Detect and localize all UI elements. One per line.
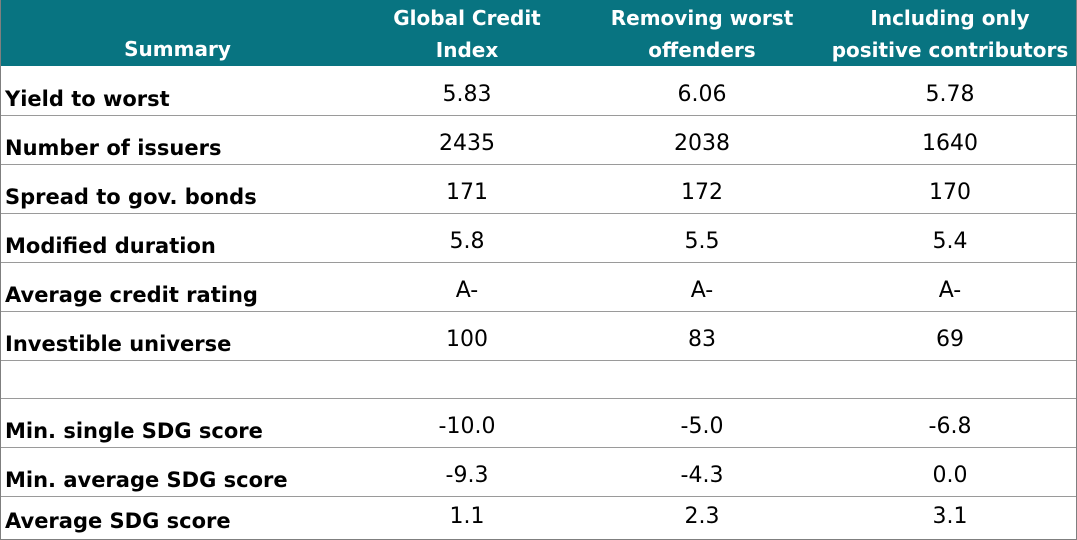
row-label: Average SDG score xyxy=(5,509,231,533)
cell-including-positive-contributors: -6.8 xyxy=(824,398,1076,448)
row-label: Yield to worst xyxy=(1,66,354,116)
row-label: Investible universe xyxy=(1,311,354,361)
blank-cell xyxy=(824,360,1076,399)
table-row: Investible universe 100 83 69 xyxy=(1,311,1076,361)
row-label: Average credit rating xyxy=(1,262,354,312)
row-label: Min. single SDG score xyxy=(1,398,354,448)
blank-cell xyxy=(580,360,824,399)
header-global-credit-index-line2: Index xyxy=(435,38,499,62)
cell-removing-worst-offenders: -5.0 xyxy=(580,398,824,448)
cell-removing-worst-offenders: A- xyxy=(580,262,824,312)
table-row: Number of issuers 2435 2038 1640 xyxy=(1,115,1076,165)
blank-cell xyxy=(354,360,580,399)
table-row: Average SDG score 1.1 2.3 3.1 xyxy=(1,496,1076,537)
header-removing-worst-offenders-line1: Removing worst xyxy=(610,6,794,30)
cell-global-credit-index: A- xyxy=(354,262,580,312)
cell-including-positive-contributors: 69 xyxy=(824,311,1076,361)
cell-global-credit-index: 5.83 xyxy=(354,66,580,116)
table-row: Min. average SDG score -9.3 -4.3 0.0 xyxy=(1,447,1076,497)
cell-global-credit-index: 100 xyxy=(354,311,580,361)
blank-cell xyxy=(1,360,354,399)
row-label: Number of issuers xyxy=(1,115,354,165)
cell-including-positive-contributors: 0.0 xyxy=(824,447,1076,497)
blank-separator-row xyxy=(1,360,1076,399)
cell-global-credit-index: 171 xyxy=(354,164,580,214)
header-including-positive-contributors-line1: Including only xyxy=(870,6,1030,30)
row-label: Modified duration xyxy=(1,213,354,263)
cell-including-positive-contributors: 170 xyxy=(824,164,1076,214)
table-header: Summary Global Credit Index Removing wor… xyxy=(1,0,1076,66)
table-row: Average credit rating A- A- A- xyxy=(1,262,1076,312)
row-label: Min. average SDG score xyxy=(1,447,354,497)
cell-removing-worst-offenders: 83 xyxy=(580,311,824,361)
cell-global-credit-index: 1.1 xyxy=(449,504,485,529)
table-row: Min. single SDG score -10.0 -5.0 -6.8 xyxy=(1,398,1076,448)
table-body: Yield to worst 5.83 6.06 5.78 Number of … xyxy=(1,66,1076,537)
cell-removing-worst-offenders: 172 xyxy=(580,164,824,214)
header-global-credit-index: Global Credit Index xyxy=(354,0,580,66)
cell-including-positive-contributors: A- xyxy=(824,262,1076,312)
cell-including-positive-contributors: 3.1 xyxy=(932,504,968,529)
table-row: Modified duration 5.8 5.5 5.4 xyxy=(1,213,1076,263)
header-global-credit-index-line1: Global Credit xyxy=(393,6,541,30)
cell-including-positive-contributors: 1640 xyxy=(824,115,1076,165)
cell-removing-worst-offenders: 6.06 xyxy=(580,66,824,116)
cell-removing-worst-offenders: -4.3 xyxy=(580,447,824,497)
cell-removing-worst-offenders: 2038 xyxy=(580,115,824,165)
cell-global-credit-index: 2435 xyxy=(354,115,580,165)
header-removing-worst-offenders: Removing worst offenders xyxy=(580,0,824,66)
cell-global-credit-index: -10.0 xyxy=(354,398,580,448)
cell-including-positive-contributors: 5.78 xyxy=(824,66,1076,116)
cell-removing-worst-offenders: 5.5 xyxy=(580,213,824,263)
header-including-positive-contributors: Including only positive contributors xyxy=(824,0,1076,66)
cell-including-positive-contributors: 5.4 xyxy=(824,213,1076,263)
cell-global-credit-index: 5.8 xyxy=(354,213,580,263)
cell-global-credit-index: -9.3 xyxy=(354,447,580,497)
cell-removing-worst-offenders: 2.3 xyxy=(684,504,720,529)
table-row: Spread to gov. bonds 171 172 170 xyxy=(1,164,1076,214)
header-row: Summary Global Credit Index Removing wor… xyxy=(1,0,1076,66)
header-including-positive-contributors-line2: positive contributors xyxy=(831,38,1069,62)
row-label: Spread to gov. bonds xyxy=(1,164,354,214)
header-removing-worst-offenders-line2: offenders xyxy=(648,38,756,62)
header-summary: Summary xyxy=(124,37,231,61)
table-row: Yield to worst 5.83 6.06 5.78 xyxy=(1,66,1076,116)
